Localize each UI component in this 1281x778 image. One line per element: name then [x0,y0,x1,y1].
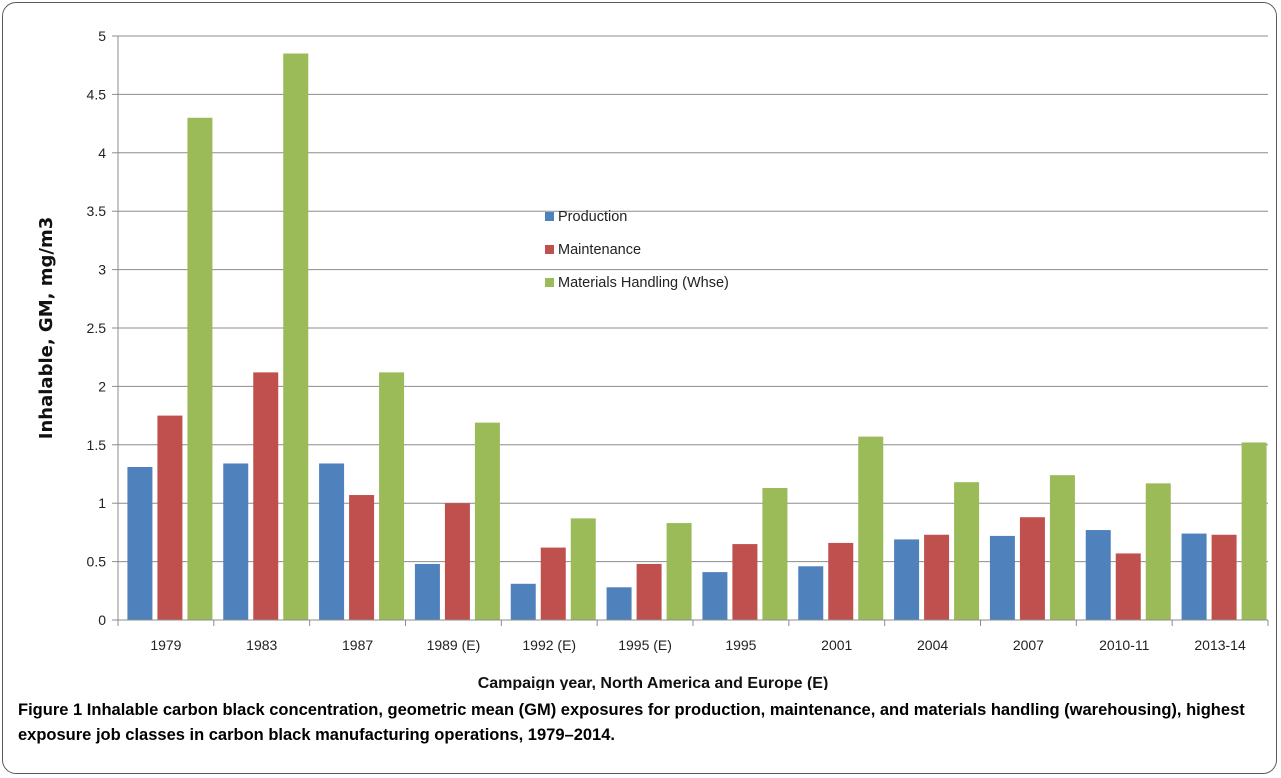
y-tick-label: 1 [98,495,106,511]
x-tick-label: 2004 [917,637,948,653]
bar-maintenance-2001 [828,542,854,620]
bar-materials-handling-whse-2013-14 [1241,442,1267,620]
bar-production-2010-11 [1085,530,1111,620]
x-tick-labels: 1979 1983 1987 1989 (E) 1992 (E) 1995 (E) 1995… [150,637,1246,653]
bar-materials-handling-whse-2007 [1049,475,1075,620]
legend-swatch [545,245,554,254]
y-tick-label: 0.5 [87,554,107,570]
bar-production-1992-e [510,583,536,620]
x-tick-label: 2013-14 [1194,637,1246,653]
legend-swatch [545,212,554,221]
legend-swatch [545,278,554,287]
x-axis-title: Campaign year, North America and Europe … [478,675,829,690]
bar-materials-handling-whse-1995-e [666,523,692,620]
bar-production-2007 [989,535,1015,620]
x-tick-label: 1983 [246,637,277,653]
y-tick-label: 3 [98,262,106,278]
bar-production-1995 [702,572,728,620]
legend-label: Production [558,209,627,225]
bar-materials-handling-whse-1979 [187,117,213,620]
bar-maintenance-1995-e [636,563,662,620]
x-tick-label: 1989 (E) [427,637,481,653]
y-tick-label: 0 [98,612,106,628]
bar-maintenance-1987 [349,495,375,620]
bars [127,53,1267,620]
bar-maintenance-1992-e [540,547,566,620]
bar-materials-handling-whse-2001 [858,436,884,620]
legend-label: Maintenance [558,242,641,258]
figure-caption: Figure 1 Inhalable carbon black concentr… [18,698,1268,748]
y-tick-label: 4.5 [87,86,107,102]
bar-production-1995-e [606,587,632,620]
figure-caption-text: Inhalable carbon black concentration, ge… [18,701,1245,744]
bar-materials-handling-whse-2010-11 [1145,483,1171,620]
y-tick-label: 2.5 [87,320,107,336]
bar-production-1989-e [414,563,440,620]
x-tick-label: 1987 [342,637,373,653]
bar-maintenance-1983 [253,372,279,620]
bar-materials-handling-whse-1989-e [474,422,500,620]
legend: Production Maintenance Materials Handling … [545,209,729,291]
x-tick-label: 1995 (E) [618,637,672,653]
bar-production-2004 [894,539,920,620]
bar-maintenance-1989-e [444,503,470,620]
bar-production-2013-14 [1181,533,1207,620]
bar-materials-handling-whse-1987 [379,372,405,620]
gridlines [112,35,1268,621]
y-axis-title: Inhalable, GM, mg/m3 [36,217,57,439]
x-tick-label: 2010-11 [1099,637,1150,653]
x-tick-label: 1979 [150,637,181,653]
bar-maintenance-2004 [924,534,950,620]
x-tick-label: 1992 (E) [522,637,576,653]
y-tick-label: 4 [98,145,106,161]
bar-production-1987 [319,463,345,620]
bar-chart: 0 0.5 1 1.5 2 2.5 3 3.5 4 4.5 5 1979 1983 1987 1989 (… [36,28,1269,690]
bar-maintenance-2010-11 [1115,553,1141,620]
bar-production-1979 [127,466,153,620]
figure-label: Figure 1 [18,701,83,719]
bar-materials-handling-whse-1983 [283,53,309,620]
y-tick-label: 5 [98,28,106,44]
legend-label: Materials Handling (Whse) [558,275,729,291]
bar-maintenance-1979 [157,415,183,620]
y-tick-labels: 0 0.5 1 1.5 2 2.5 3 3.5 4 4.5 5 [87,28,107,628]
bar-maintenance-1995 [732,544,758,620]
x-tick-label: 2007 [1013,637,1044,653]
bar-materials-handling-whse-1992-e [570,518,596,620]
bar-materials-handling-whse-1995 [762,488,788,620]
bar-maintenance-2013-14 [1211,534,1237,620]
x-tick-label: 1995 [725,637,756,653]
y-tick-label: 3.5 [87,203,107,219]
axes [117,36,1269,626]
x-tick-label: 2001 [821,637,852,653]
y-tick-label: 2 [98,378,106,394]
bar-maintenance-2007 [1019,517,1045,620]
bar-production-2001 [798,566,824,620]
bar-materials-handling-whse-2004 [954,482,980,620]
bar-production-1983 [223,463,249,620]
y-tick-label: 1.5 [87,437,107,453]
